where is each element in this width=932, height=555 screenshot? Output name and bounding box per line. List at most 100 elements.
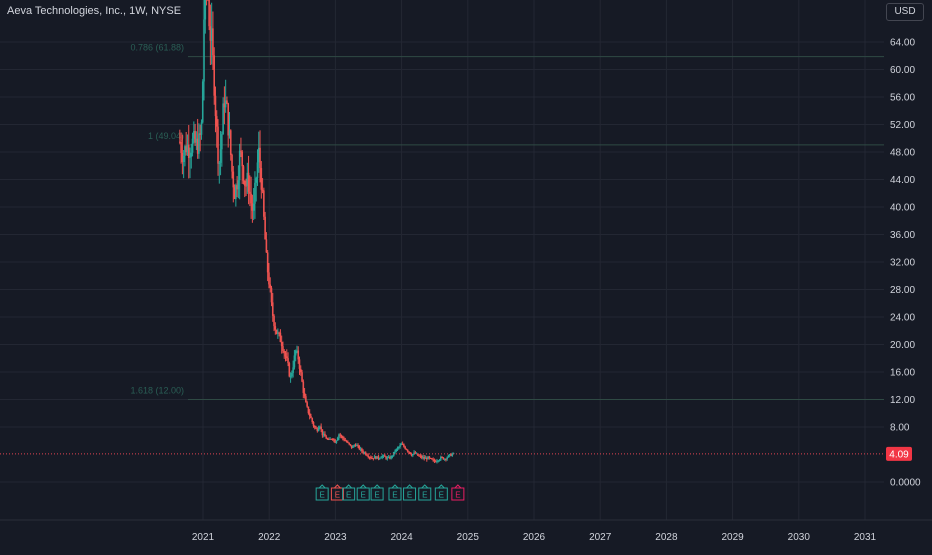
candle-body bbox=[212, 28, 214, 56]
candle-body bbox=[428, 456, 431, 458]
earnings-marker-shape bbox=[388, 484, 402, 501]
time-tick-label: 2025 bbox=[457, 532, 480, 543]
candle-body bbox=[348, 442, 350, 445]
candle-body bbox=[187, 144, 190, 159]
candle-body bbox=[317, 427, 320, 432]
earnings-marker[interactable]: E bbox=[370, 484, 384, 501]
candle-body bbox=[238, 150, 241, 181]
candle-body bbox=[209, 26, 212, 41]
earnings-marker-glyph: E bbox=[319, 491, 324, 500]
candle-body bbox=[427, 456, 429, 460]
earnings-marker-glyph: E bbox=[335, 491, 340, 500]
candle-body bbox=[233, 187, 236, 200]
currency-button[interactable]: USD bbox=[886, 3, 924, 21]
candle-body bbox=[264, 216, 266, 240]
price-tick-label: 52.00 bbox=[890, 120, 915, 131]
earnings-marker[interactable]: E bbox=[418, 484, 432, 501]
candle-body bbox=[450, 454, 452, 456]
candle-body bbox=[447, 455, 450, 458]
candle-body bbox=[273, 315, 275, 327]
earnings-marker[interactable]: E bbox=[388, 484, 402, 501]
candle-body bbox=[306, 402, 308, 407]
candle-body bbox=[280, 341, 283, 347]
earnings-marker-shape bbox=[342, 484, 356, 501]
candle-body bbox=[371, 458, 373, 460]
time-tick-label: 2031 bbox=[854, 532, 877, 543]
candle-body bbox=[240, 150, 242, 152]
candle-body bbox=[237, 180, 240, 190]
candle-body bbox=[431, 458, 433, 460]
candle-body bbox=[412, 453, 414, 456]
earnings-marker[interactable]: E bbox=[342, 484, 356, 501]
time-tick-label: 2030 bbox=[788, 532, 811, 543]
earnings-marker[interactable]: E bbox=[356, 484, 370, 501]
candle-body bbox=[335, 440, 338, 443]
earnings-marker[interactable]: E bbox=[451, 484, 465, 501]
candle-body bbox=[203, 19, 205, 82]
candle-body bbox=[446, 457, 448, 460]
candle-body bbox=[311, 418, 314, 423]
candle-body bbox=[410, 454, 413, 456]
earnings-marker-glyph: E bbox=[439, 491, 444, 500]
candle-body bbox=[292, 367, 294, 373]
candle-body bbox=[382, 455, 385, 457]
candle-body bbox=[344, 440, 347, 442]
candle-body bbox=[251, 203, 254, 211]
candle-body bbox=[201, 81, 204, 123]
candle-body bbox=[274, 326, 277, 330]
earnings-marker[interactable]: E bbox=[315, 484, 329, 501]
candle-body bbox=[287, 358, 289, 364]
candle-body bbox=[301, 372, 303, 382]
candle-body bbox=[333, 439, 335, 441]
time-axis[interactable]: 2021 2022 2023 2024 2025 2026 2027 2028 2029 2030… bbox=[192, 532, 877, 543]
candle-body bbox=[313, 425, 316, 428]
candle-body bbox=[189, 156, 191, 159]
candle-body bbox=[376, 456, 378, 459]
candle-body bbox=[418, 455, 420, 457]
candle-body bbox=[422, 457, 424, 459]
fib-retracement[interactable]: 0.786 (61.88) 1 (49.04) 1.618 (12.00) bbox=[130, 43, 884, 400]
candle-body bbox=[270, 287, 273, 303]
candle-body bbox=[259, 147, 261, 169]
candle-body bbox=[204, 0, 207, 20]
candle-body bbox=[350, 445, 353, 448]
candle-body bbox=[366, 454, 368, 456]
price-axis[interactable]: 64.00 60.00 56.00 52.00 48.00 44.00 40.00 36.00… bbox=[890, 38, 921, 489]
fib-level-label: 0.786 (61.88) bbox=[130, 43, 184, 53]
candle-body bbox=[362, 451, 364, 453]
candle-body bbox=[437, 460, 440, 462]
candle-body bbox=[308, 413, 311, 416]
candle-body bbox=[266, 252, 269, 273]
earnings-marker[interactable]: E bbox=[330, 484, 344, 501]
candle-body bbox=[355, 445, 358, 447]
candle-body bbox=[217, 126, 219, 164]
candle-body bbox=[445, 458, 447, 460]
candle-body bbox=[210, 28, 213, 41]
candle-body bbox=[293, 355, 296, 368]
candle-body bbox=[377, 456, 380, 459]
candle-body bbox=[275, 329, 278, 334]
earnings-marker[interactable]: E bbox=[434, 484, 448, 501]
candle-body bbox=[299, 368, 302, 373]
candle-body bbox=[247, 172, 250, 192]
candle-body bbox=[390, 456, 392, 459]
candle-body bbox=[406, 449, 409, 452]
earnings-marker[interactable]: E bbox=[403, 484, 417, 501]
candle-body bbox=[294, 350, 297, 356]
candle-body bbox=[196, 138, 199, 154]
candle-body bbox=[336, 437, 339, 441]
candle-body bbox=[361, 448, 363, 452]
candle-body bbox=[278, 332, 280, 334]
earnings-marker-glyph: E bbox=[422, 491, 427, 500]
earnings-marker-shape bbox=[434, 484, 448, 501]
candle-body bbox=[257, 147, 260, 163]
candle-body bbox=[221, 134, 223, 150]
candle-body bbox=[378, 458, 381, 460]
candle-body bbox=[190, 152, 193, 157]
candle-body bbox=[419, 455, 422, 457]
candle-body bbox=[307, 406, 310, 414]
candle-body bbox=[380, 457, 382, 459]
